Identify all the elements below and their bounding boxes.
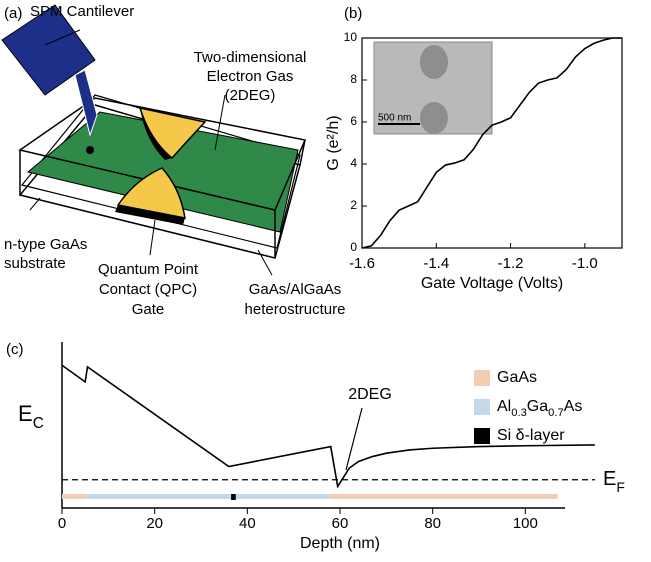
figure: (a) SPM Cantilever Two-dimensional Elect… [0, 0, 651, 562]
label: Two-dimensional [194, 49, 307, 66]
y-tick-label: 4 [350, 156, 357, 170]
text-part: E [18, 401, 33, 426]
label: (2DEG) [225, 87, 276, 104]
inset-dot [420, 45, 448, 79]
legend-label: Si δ-layer [497, 427, 565, 444]
text-part: As [564, 398, 583, 415]
text-part: GaAs [497, 369, 537, 386]
x-tick-label: 60 [332, 515, 349, 532]
label: Quantum Point [98, 261, 199, 278]
x-tick-label: 100 [513, 515, 538, 532]
legend-label: GaAs [497, 369, 537, 386]
chart: -1.6 -1.4 -1.2 -1.0 0 2 4 6 8 10 (b) Gate Voltage (… [325, 5, 622, 292]
tip-spot [86, 146, 94, 154]
x-tick-label: 0 [58, 515, 66, 532]
legend-label: Al0.3Ga0.7As [497, 398, 582, 419]
x-tick-label: 20 [146, 515, 163, 532]
text-part: Si δ-layer [497, 427, 565, 444]
layer-segment [85, 494, 331, 499]
annotation: 2DEG [348, 386, 392, 403]
panel-label: (a) [4, 5, 22, 22]
fermi-label: EF [603, 468, 625, 494]
y-axis-label: G (e²/h) [325, 115, 342, 170]
panel-label: (c) [6, 341, 24, 358]
legend-swatch [474, 399, 490, 415]
x-tick-label: -1.4 [423, 255, 449, 272]
leader [30, 198, 40, 210]
x-axis-label: Depth (nm) [300, 535, 380, 552]
panel-a: (a) SPM Cantilever Two-dimensional Elect… [2, 3, 345, 318]
label: Contact (QPC) [99, 281, 197, 298]
y-axis-label: EC [18, 401, 44, 432]
label: substrate [4, 255, 66, 272]
box-edge [300, 140, 305, 165]
label: heterostructure [245, 301, 346, 318]
text-part: 0.3 [511, 407, 527, 419]
layer-segment [231, 494, 236, 500]
label: GaAs/AlGaAs [249, 281, 342, 298]
x-tick-label: -1.0 [572, 255, 598, 272]
x-tick-label: 80 [424, 515, 441, 532]
text-part: C [33, 415, 44, 432]
label: Gate [132, 301, 165, 318]
x-tick-label: -1.2 [498, 255, 524, 272]
text-part: 0.7 [548, 407, 564, 419]
text-part: F [616, 478, 625, 494]
inset-dot [420, 102, 448, 134]
text-part: E [603, 468, 616, 490]
label: n-type GaAs [4, 236, 87, 253]
y-tick-label: 8 [350, 72, 357, 86]
legend-swatch [474, 428, 490, 444]
label: Electron Gas [207, 68, 294, 85]
layer-segment [331, 494, 558, 499]
x-tick-label: 40 [239, 515, 256, 532]
y-tick-label: 6 [350, 114, 357, 128]
y-tick-label: 2 [350, 198, 357, 212]
panel-label: (b) [344, 5, 362, 22]
legend-swatch [474, 370, 490, 386]
y-tick-label: 0 [350, 240, 357, 254]
x-tick-label: -1.6 [349, 255, 375, 272]
text-part: Al [497, 398, 511, 415]
label: SPM Cantilever [30, 3, 134, 20]
scale-label: 500 nm [378, 113, 411, 124]
layer-segment [62, 494, 85, 499]
x-axis-label: Gate Voltage (Volts) [421, 275, 563, 292]
text-part: Ga [527, 398, 548, 415]
y-tick-label: 10 [344, 30, 358, 44]
